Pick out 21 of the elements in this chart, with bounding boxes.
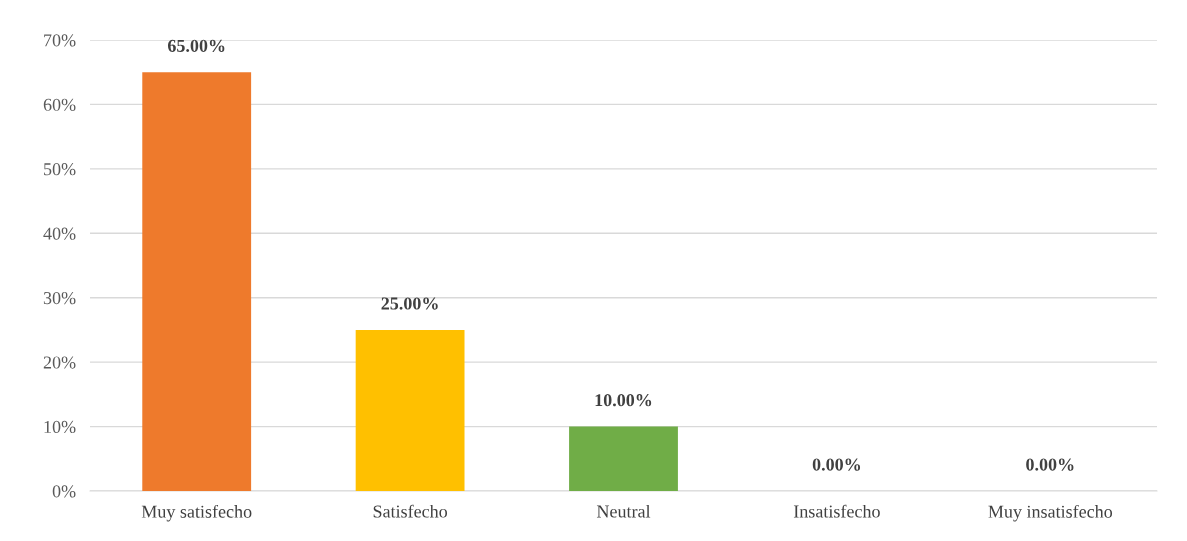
y-tick-label: 40% [43, 227, 76, 240]
data-label: 0.00% [1026, 458, 1074, 471]
y-tick-label: 20% [43, 356, 76, 369]
bar [569, 426, 678, 491]
x-tick-label: Muy satisfecho [141, 504, 252, 522]
y-tick-label: 70% [44, 34, 76, 47]
y-tick-label: 10% [44, 420, 76, 434]
y-tick-label: 50% [44, 163, 76, 176]
x-tick-label: Insatisfecho [793, 504, 880, 518]
bar [142, 72, 252, 491]
data-label: 0.00% [812, 458, 861, 471]
data-label: 25.00% [381, 297, 438, 310]
y-tick-label: 0% [52, 485, 76, 498]
x-tick-label: Neutral [596, 504, 651, 518]
x-tick-label: Satisfecho [373, 504, 448, 518]
bar [355, 329, 465, 491]
y-tick-label: 30% [43, 291, 76, 305]
y-tick-label: 60% [43, 98, 76, 111]
data-label: 10.00% [595, 394, 652, 407]
x-tick-label: Muy insatisfecho [988, 504, 1113, 522]
data-label: 65.00% [167, 39, 225, 52]
